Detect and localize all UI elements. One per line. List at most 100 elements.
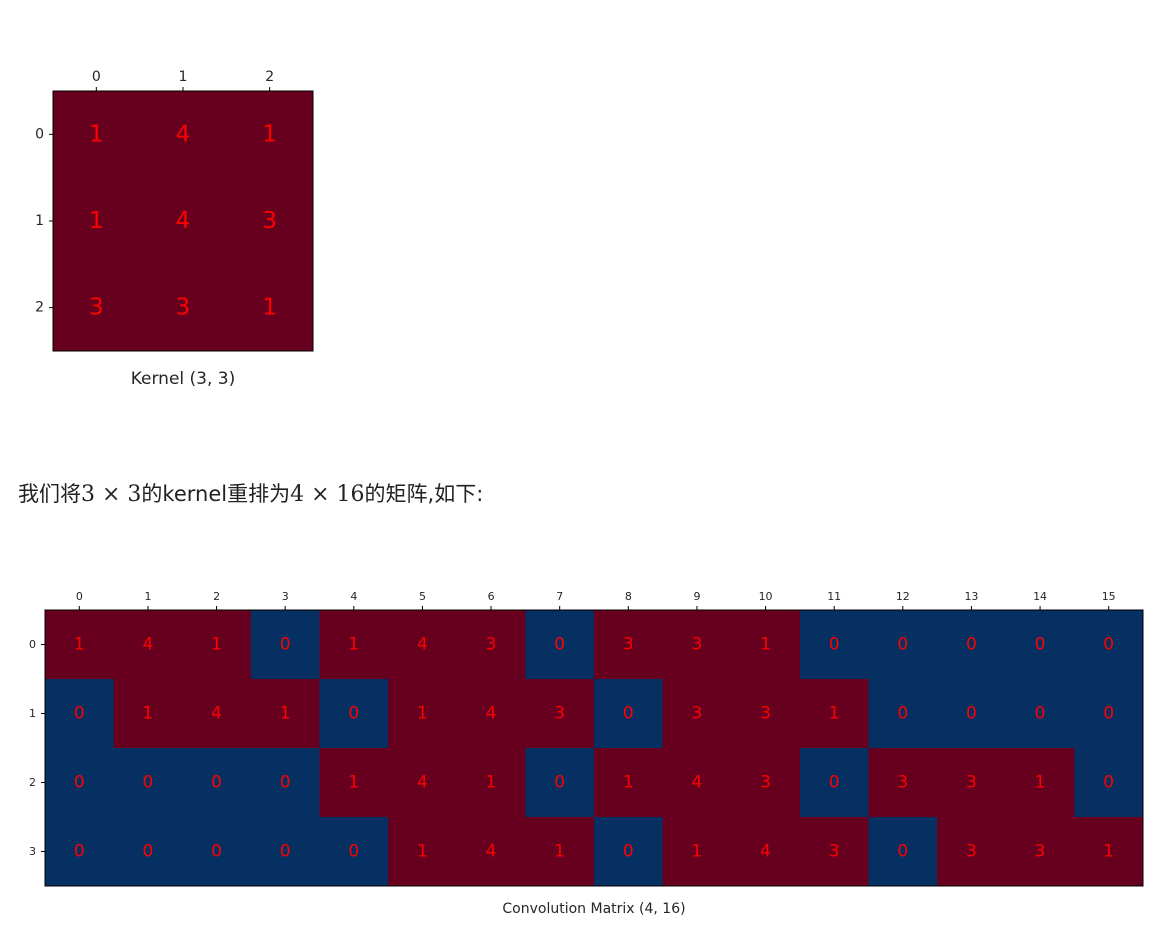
heatmap-cell xyxy=(799,748,869,818)
convolution-matrix-heatmap: 1 4 1 0 1 4 3 0 3 3 1 0 0 0 0 00 1 4 1 0 1 4 3 0 3 3 1 0 0 0 00 0 0 0 1 4 1 0… xyxy=(29,590,1144,917)
cell-value-label: 3 xyxy=(966,773,977,793)
cell-value-label: 0 xyxy=(897,842,908,862)
x-tick-label: 4 xyxy=(350,590,357,603)
heatmap-cell xyxy=(594,817,664,887)
heatmap-cell xyxy=(1005,679,1075,749)
matrix-size-math: 4 × 16 xyxy=(290,482,365,507)
cell-value-label: 4 xyxy=(486,842,497,862)
cell-value-label: 0 xyxy=(280,635,291,655)
heatmap-cell xyxy=(388,748,458,818)
y-tick-label: 2 xyxy=(35,300,44,316)
x-tick-label: 14 xyxy=(1033,590,1047,603)
heatmap-cell xyxy=(1074,679,1144,749)
explanation-middle: 的kernel重排为 xyxy=(141,482,291,506)
cell-value-label: 0 xyxy=(74,704,85,724)
cell-value-label: 3 xyxy=(176,295,191,321)
heatmap-cell xyxy=(319,679,389,749)
cell-value-label: 4 xyxy=(143,635,154,655)
x-tick-label: 6 xyxy=(488,590,495,603)
cell-value-label: 0 xyxy=(1103,773,1114,793)
cell-value-label: 1 xyxy=(262,295,277,321)
cell-value-label: 0 xyxy=(211,842,222,862)
cell-value-label: 4 xyxy=(176,121,191,147)
heatmap-cell xyxy=(45,817,115,887)
cell-value-label: 0 xyxy=(829,635,840,655)
x-tick-label: 10 xyxy=(759,590,773,603)
heatmap-cell xyxy=(799,679,869,749)
heatmap-cell xyxy=(525,748,595,818)
x-tick-label: 12 xyxy=(896,590,910,603)
cell-value-label: 1 xyxy=(1035,773,1046,793)
heatmap-cell xyxy=(594,679,664,749)
heatmap-cell xyxy=(319,817,389,887)
heatmap-cell xyxy=(937,610,1007,680)
cell-value-label: 1 xyxy=(417,704,428,724)
cell-value-label: 1 xyxy=(143,704,154,724)
heatmap-cell xyxy=(113,679,183,749)
heatmap-cell xyxy=(45,610,115,680)
y-tick-label: 0 xyxy=(35,126,44,142)
cell-value-label: 3 xyxy=(760,704,771,724)
heatmap-cell xyxy=(731,610,801,680)
x-tick-label: 0 xyxy=(92,69,101,85)
cell-value-label: 0 xyxy=(280,842,291,862)
cell-value-label: 1 xyxy=(486,773,497,793)
heatmap-cell xyxy=(456,817,526,887)
cell-value-label: 1 xyxy=(829,704,840,724)
heatmap-cell xyxy=(1005,610,1075,680)
cell-value-label: 3 xyxy=(692,704,703,724)
cell-value-label: 4 xyxy=(486,704,497,724)
cell-value-label: 4 xyxy=(176,208,191,234)
heatmap-cell xyxy=(113,817,183,887)
cell-value-label: 1 xyxy=(760,635,771,655)
cell-value-label: 0 xyxy=(74,842,85,862)
cell-value-label: 3 xyxy=(966,842,977,862)
heatmap-cell xyxy=(250,610,320,680)
cell-value-label: 1 xyxy=(692,842,703,862)
cell-value-label: 0 xyxy=(897,704,908,724)
x-tick-label: 9 xyxy=(693,590,700,603)
heatmap-cell xyxy=(226,91,314,179)
heatmap-cell xyxy=(594,610,664,680)
heatmap-cell xyxy=(456,748,526,818)
cell-value-label: 1 xyxy=(1103,842,1114,862)
x-tick-label: 1 xyxy=(144,590,151,603)
y-tick-label: 3 xyxy=(29,845,36,858)
heatmap-cell xyxy=(868,679,938,749)
cell-value-label: 4 xyxy=(417,773,428,793)
heatmap-cell xyxy=(250,817,320,887)
cell-value-label: 3 xyxy=(760,773,771,793)
heatmap-cell xyxy=(525,817,595,887)
heatmap-cell xyxy=(937,748,1007,818)
cell-value-label: 3 xyxy=(262,208,277,234)
heatmap-cell xyxy=(799,817,869,887)
heatmap-cell xyxy=(662,679,732,749)
cell-value-label: 3 xyxy=(1035,842,1046,862)
heatmap-cell xyxy=(525,679,595,749)
cell-value-label: 1 xyxy=(417,842,428,862)
x-tick-label: 0 xyxy=(76,590,83,603)
cell-value-label: 3 xyxy=(554,704,565,724)
cell-value-label: 3 xyxy=(897,773,908,793)
heatmap-cell xyxy=(182,679,252,749)
heatmap-cell xyxy=(45,748,115,818)
cell-value-label: 3 xyxy=(486,635,497,655)
cell-value-label: 0 xyxy=(966,704,977,724)
heatmap-cell xyxy=(53,91,141,179)
heatmap-cell xyxy=(319,748,389,818)
heatmap-cell xyxy=(937,817,1007,887)
x-tick-label: 13 xyxy=(964,590,978,603)
cell-value-label: 1 xyxy=(211,635,222,655)
heatmap-cell xyxy=(226,177,314,265)
heatmap-cell xyxy=(662,748,732,818)
heatmap-cell xyxy=(319,610,389,680)
cell-value-label: 0 xyxy=(623,704,634,724)
cell-value-label: 3 xyxy=(623,635,634,655)
heatmap-cell xyxy=(937,679,1007,749)
heatmap-cell xyxy=(388,679,458,749)
heatmap-cell xyxy=(1074,610,1144,680)
y-tick-label: 1 xyxy=(35,213,44,229)
cell-value-label: 3 xyxy=(89,295,104,321)
heatmap-cell xyxy=(182,817,252,887)
heatmap-cell xyxy=(182,748,252,818)
